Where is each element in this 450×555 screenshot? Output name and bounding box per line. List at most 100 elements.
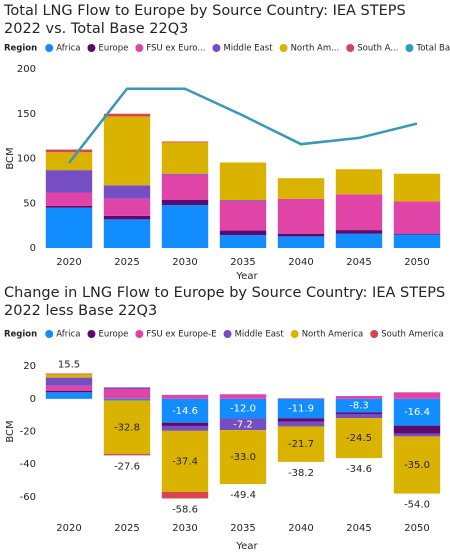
bar-segment [161,205,209,248]
bar-segment [277,418,325,422]
bar-segment [277,398,325,419]
bar-segment [161,491,209,499]
total-label: -54.0 [404,500,430,511]
bar-segment [103,185,151,199]
x-tick-label: 2045 [346,523,371,534]
y-tick-label: 150 [17,109,36,120]
y-tick-label: -40 [20,459,36,470]
bar-segment [393,201,441,234]
y-tick-label: 100 [17,154,36,165]
x-tick-label: 2050 [404,523,429,534]
bar-segment [103,454,151,456]
bar-segment [393,425,441,434]
data-label: -33.0 [230,452,256,463]
bar-segment [103,219,151,248]
bar-segment [277,426,325,462]
legend-title: Region [4,330,37,340]
bar-segment [335,412,383,415]
x-tick-label: 2020 [56,257,81,268]
legend-swatch [87,330,96,338]
y-axis-label: BCM [5,420,16,442]
chart-title: Change in LNG Flow to Europe by Source C… [4,285,446,319]
x-tick-label: 2050 [404,257,429,268]
legend-label: Africa [56,330,80,340]
x-tick-label: 2040 [288,257,313,268]
legend-swatch [45,44,54,52]
total-label: -38.2 [288,468,314,479]
bar-segment [161,430,209,492]
bar-segment [277,233,325,237]
bar-segment [45,377,93,386]
x-tick-label: 2040 [288,523,313,534]
y-tick-label: 200 [17,64,36,75]
legend-label: Total Base ... [415,44,450,54]
bar-segment [219,200,267,202]
bar-segment [103,215,151,220]
bar-segment [161,199,209,206]
bar-segment [45,192,93,206]
legend-label: Middle East [235,330,285,340]
bar-segment [219,418,267,431]
y-tick-label: -60 [20,492,36,503]
x-tick-label: 2025 [114,523,139,534]
x-axis-label: Year [235,271,258,282]
bar-segment [45,390,93,393]
bar-segment [45,373,93,375]
bar-segment [335,230,383,234]
legend-swatch [45,330,54,338]
x-axis-label: Year [235,541,258,552]
bar-segment [161,141,209,143]
legend-title: Region [4,44,37,54]
bar-segment [161,398,209,423]
data-label: -12.0 [230,404,256,415]
bar-segment [103,116,151,186]
bar-segment [335,396,383,399]
legend-swatch [135,44,144,52]
x-tick-label: 2030 [172,523,197,534]
legend-label: FSU ex Europe-E [146,330,216,340]
bar-segment [103,389,151,399]
y-axis-label: BCM [5,147,16,169]
bar-segment [277,236,325,248]
bar-segment [335,194,383,231]
x-tick-label: 2035 [230,523,255,534]
bar-segment [219,430,267,485]
bar-segment [277,398,325,399]
x-tick-label: 2045 [346,257,371,268]
data-label: -8.3 [349,401,369,412]
legend-swatch [212,44,221,52]
bar-segment [45,374,93,378]
legend-swatch [135,330,144,338]
data-label: -37.4 [172,456,198,467]
x-tick-label: 2035 [230,257,255,268]
legend-label: Africa [56,44,80,54]
bar-segment [161,142,209,174]
legend-swatch [279,44,288,52]
bar-segment [161,422,209,426]
x-tick-label: 2025 [114,257,139,268]
bar-segment [161,394,209,399]
chart-title: Total LNG Flow to Europe by Source Count… [4,3,406,37]
legend-swatch [346,44,355,52]
bar-segment [103,198,151,216]
total-label: -34.6 [346,464,372,475]
bar-segment [219,235,267,248]
total-label: -49.4 [230,490,256,501]
data-label: -32.8 [114,422,140,433]
legend-swatch [87,44,96,52]
data-label: -16.4 [404,407,430,418]
bar-segment [219,398,267,419]
data-label: -7.2 [233,419,253,430]
data-label: -21.7 [288,439,314,450]
data-label: -24.5 [346,433,372,444]
bar-segment [393,398,441,426]
bar-segment [335,233,383,248]
y-tick-label: 0 [30,243,36,254]
legend-swatch [370,330,379,338]
bar-segment [393,392,441,399]
bar-segment [277,198,325,234]
bar-segment [335,169,383,195]
bar-segment [335,398,383,413]
bar-segment [219,201,267,231]
